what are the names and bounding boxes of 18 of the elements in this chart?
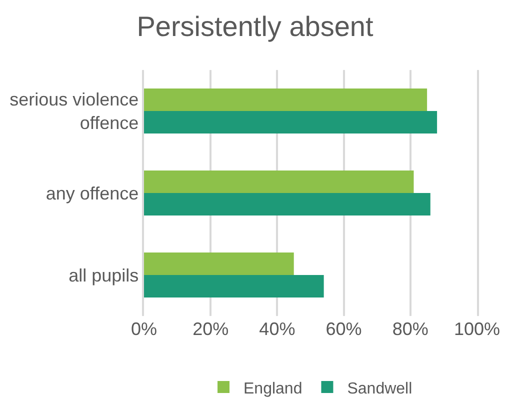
legend-label: Sandwell (347, 380, 412, 398)
x-tick-label: 0% (130, 319, 158, 339)
x-tick-label: 100% (454, 319, 500, 339)
x-tick-label: 80% (392, 319, 428, 339)
x-tick-label: 20% (192, 319, 229, 339)
y-tick-label: any offence (46, 183, 139, 204)
bar (144, 111, 438, 134)
bar (144, 88, 428, 111)
bar (144, 275, 324, 298)
bar (144, 252, 294, 275)
y-tick-label: all pupils (68, 265, 139, 286)
bar (144, 193, 430, 216)
x-tick-label: 60% (326, 319, 362, 339)
x-tick-label: 40% (259, 319, 296, 339)
bar (144, 170, 414, 193)
y-tick-label: serious violence offence (10, 90, 139, 133)
legend-label: England (244, 380, 302, 398)
chart-title: Persistently absent (136, 11, 374, 42)
